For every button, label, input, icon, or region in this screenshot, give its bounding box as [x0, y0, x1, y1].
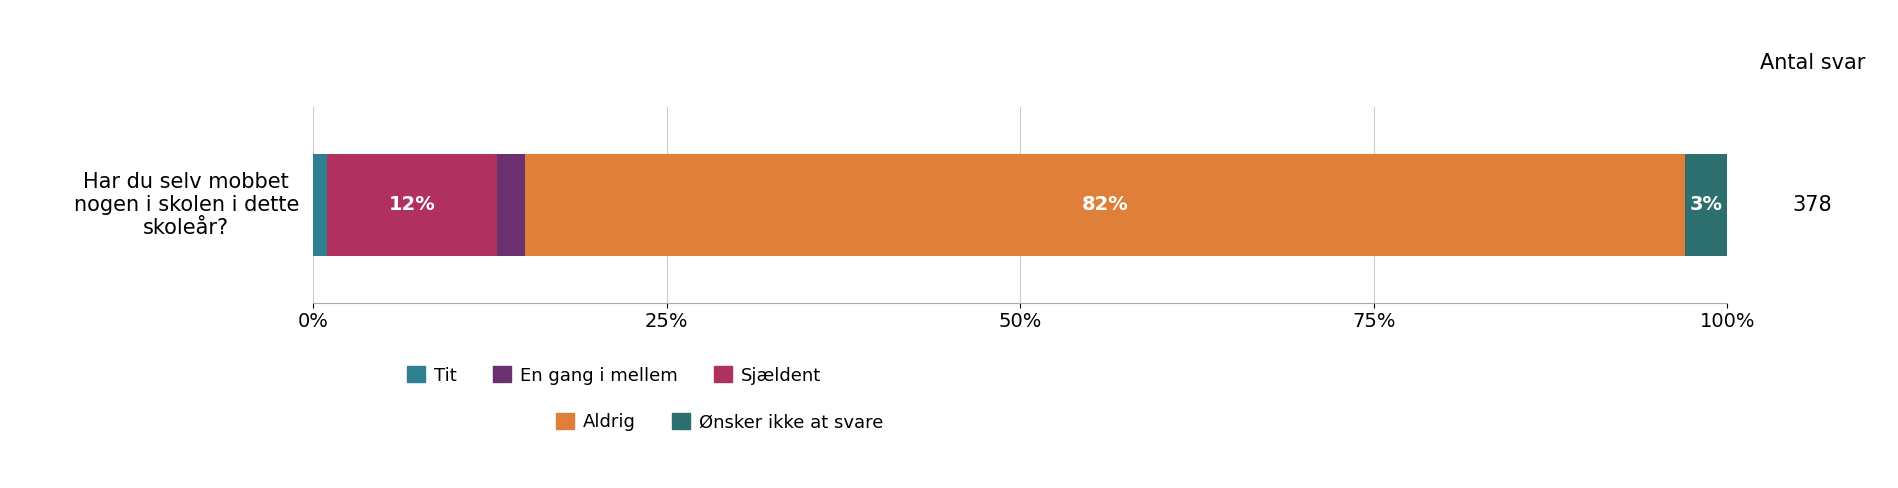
Text: 12%: 12% — [389, 196, 435, 214]
Text: 378: 378 — [1794, 195, 1832, 215]
Bar — [326, 154, 497, 256]
Bar — [313, 154, 326, 256]
Bar — [497, 154, 526, 256]
Bar — [526, 154, 1685, 256]
Legend: Aldrig, Ønsker ikke at svare: Aldrig, Ønsker ikke at svare — [556, 413, 883, 431]
Text: Antal svar: Antal svar — [1759, 54, 1866, 73]
Bar — [1685, 154, 1727, 256]
Text: 82%: 82% — [1082, 196, 1129, 214]
Text: 3%: 3% — [1689, 196, 1723, 214]
Text: Har du selv mobbet
nogen i skolen i dette
skoleår?: Har du selv mobbet nogen i skolen i dett… — [74, 172, 300, 238]
